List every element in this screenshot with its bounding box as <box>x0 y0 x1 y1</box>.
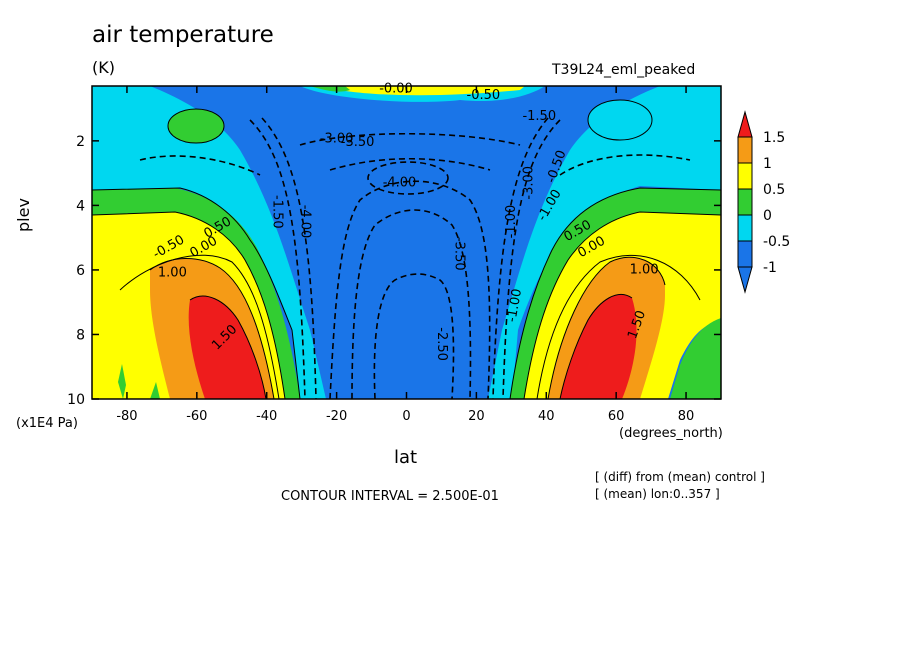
contour-lines <box>92 99 721 399</box>
contour-label: -1.00 <box>504 205 519 239</box>
green-region-left <box>92 188 300 399</box>
colorbar-level-label: 1 <box>763 156 772 172</box>
top-band-yellow <box>320 86 525 96</box>
contour-line <box>92 211 286 399</box>
x-ticks: -80 -60 -40 -20 0 20 40 60 80 <box>116 86 694 424</box>
x-axis-units: (degrees_north) <box>619 426 723 441</box>
y-tick-label: 2 <box>76 134 85 150</box>
contour-label: -0.00 <box>379 82 413 97</box>
y-tick-label: 10 <box>67 392 85 408</box>
dashed-contour <box>351 209 472 399</box>
x-tick-label: 20 <box>468 409 485 424</box>
colorbar-bottom-arrow <box>737 266 753 294</box>
dashed-contour <box>329 180 491 399</box>
contour-interval: CONTOUR INTERVAL = 2.500E-01 <box>281 489 499 504</box>
colorbar-level-label: -0.5 <box>763 234 790 250</box>
colorbar-level-label: 0.5 <box>763 182 785 198</box>
cyan-region-right <box>488 86 721 399</box>
contour-line <box>559 293 633 399</box>
green-patch-right <box>670 318 721 399</box>
dashed-contour <box>502 119 561 399</box>
mean-note: [ (mean) lon:0..357 ] <box>595 487 720 501</box>
contour-label: -3.00 <box>320 132 354 147</box>
colorbar-bin <box>737 136 753 164</box>
x-tick-label: -40 <box>256 409 277 424</box>
y-tick-label: 4 <box>76 198 85 214</box>
colorbar-bin <box>737 188 753 216</box>
dashed-contour <box>139 155 261 176</box>
x-tick-label: 80 <box>678 409 695 424</box>
chart-units: (K) <box>92 58 115 77</box>
green-spike-2 <box>150 382 160 399</box>
y-tick-label: 6 <box>76 263 85 279</box>
green-blob-left <box>168 109 224 143</box>
colorbar-level-label: -1 <box>763 260 777 276</box>
cyan-region-left <box>92 86 326 399</box>
x-tick-label: 0 <box>402 409 410 424</box>
contour-line <box>587 99 653 141</box>
top-band-green <box>310 86 350 92</box>
contour-line <box>189 295 267 399</box>
contour-label: 1.00 <box>630 262 659 277</box>
contour-line <box>167 108 225 144</box>
dashed-contour <box>261 117 317 399</box>
field-layer <box>92 86 721 399</box>
contour-label: -4.00 <box>383 175 417 190</box>
dashed-contour <box>559 154 691 176</box>
diff-note: [ (diff) from (mean) control ] <box>595 470 765 484</box>
red-region-left <box>188 296 266 399</box>
x-tick-label: -60 <box>186 409 207 424</box>
dashed-contour <box>367 161 449 195</box>
x-tick-label: 40 <box>538 409 555 424</box>
x-tick-label: 60 <box>608 409 625 424</box>
contour-line <box>119 254 280 399</box>
colorbar-top-arrow <box>737 110 753 138</box>
cyan-blob-right <box>588 100 652 140</box>
colorbar-bin <box>737 240 753 268</box>
contour-label: -4.00 <box>298 205 313 239</box>
contour-line <box>547 256 666 399</box>
y-tick-label: 8 <box>76 327 85 343</box>
contour-label: -3.00 <box>521 166 536 200</box>
chart-title: air temperature <box>92 22 274 48</box>
y-ticks: 2 4 6 8 10 <box>67 134 721 408</box>
contour-label: 1.00 <box>158 266 187 281</box>
dashed-contour <box>492 117 549 399</box>
experiment-label: T39L24_eml_peaked <box>552 62 696 78</box>
red-region-right <box>560 294 637 399</box>
dashed-contour <box>373 273 455 399</box>
green-spike-1 <box>118 364 126 399</box>
contour-label: -1.50 <box>270 195 285 229</box>
colorbar-bin <box>737 162 753 190</box>
contour-line <box>92 187 301 399</box>
x-tick-label: -80 <box>116 409 137 424</box>
contour-label: -0.50 <box>467 88 501 103</box>
contour-line <box>536 254 701 399</box>
contour-label: -1.50 <box>522 109 556 124</box>
colorbar-level-label: 1.5 <box>763 130 785 146</box>
dashed-contour <box>329 158 491 171</box>
contour-label: -3.50 <box>341 135 375 150</box>
green-region-right <box>510 188 721 399</box>
dashed-contour <box>299 133 521 146</box>
contour-line <box>509 187 721 399</box>
colorbar-level-label: 0 <box>763 208 772 224</box>
contour-label: -2.50 <box>434 327 449 361</box>
colorbar-bin <box>737 214 753 242</box>
contour-label: -3.50 <box>451 237 466 271</box>
x-axis-label: lat <box>394 447 418 468</box>
dashed-contours <box>139 117 691 399</box>
dashed-contour <box>249 119 306 399</box>
colorbar: 1.5 1 0.5 0 -0.5 -1 <box>737 110 790 294</box>
x-tick-label: -20 <box>326 409 347 424</box>
contour-label: -1.00 <box>505 288 526 324</box>
contour-line <box>523 211 721 399</box>
y-axis-units: (x1E4 Pa) <box>16 416 78 431</box>
